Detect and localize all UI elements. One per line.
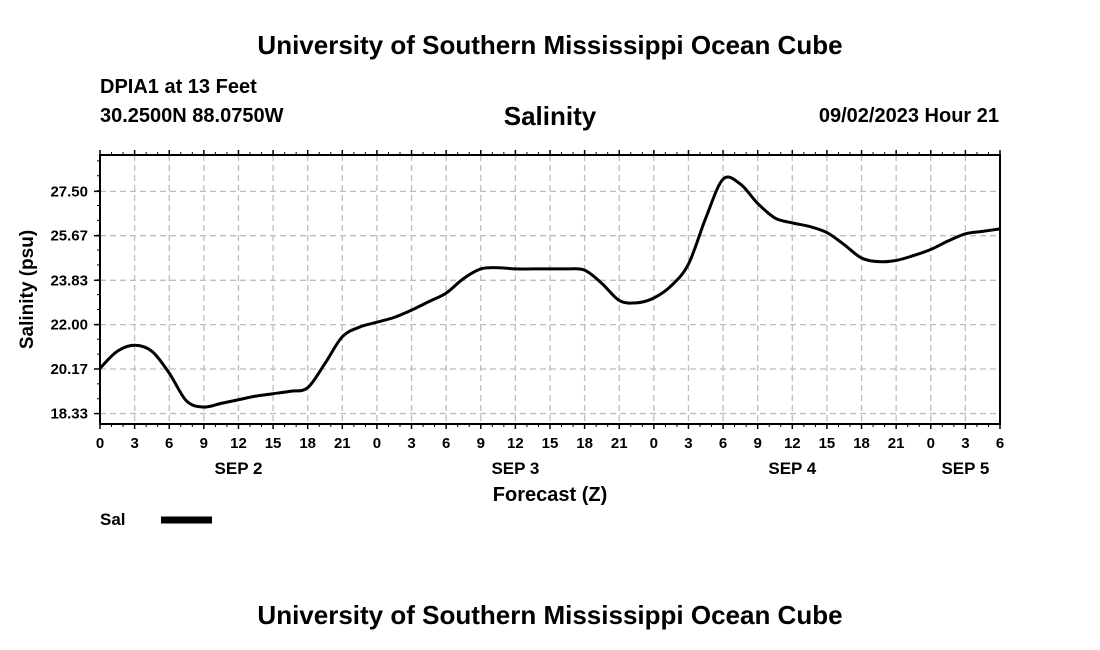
series-layer (98, 175, 1001, 409)
x-tick-label: 0 (650, 435, 658, 452)
x-tick-label: 21 (334, 435, 351, 452)
x-tick-label: 21 (888, 435, 905, 452)
x-tick-label: 9 (754, 435, 762, 452)
x-tick-label: 3 (407, 435, 415, 452)
x-tick-label: 9 (477, 435, 485, 452)
y-tick-label: 25.67 (50, 228, 88, 245)
legend-label-sal: Sal (100, 510, 126, 529)
grid-lines (100, 155, 1000, 424)
forecast-datetime: 09/02/2023 Hour 21 (818, 105, 999, 127)
day-label: SEP 3 (491, 459, 539, 478)
x-tick-label: 0 (96, 435, 104, 452)
tick-labels: 0 3 6 9 12 15 18 21 0 3 6 9 12 15 18 21 0 3 6 9 12 15 18 21 0 3 6 1… (50, 183, 1004, 478)
y-tick-label: 20.17 (50, 361, 88, 378)
station-label: DPIA1 at 13 Feet (100, 76, 257, 98)
x-tick-label: 18 (853, 435, 870, 452)
y-tick-label: 23.83 (50, 272, 88, 289)
x-axis-label: Forecast (Z) (493, 484, 607, 506)
x-tick-label: 3 (684, 435, 692, 452)
x-tick-label: 6 (442, 435, 450, 452)
x-tick-label: 12 (784, 435, 801, 452)
x-tick-label: 12 (230, 435, 247, 452)
x-tick-label: 15 (819, 435, 836, 452)
x-tick-label: 3 (961, 435, 969, 452)
y-tick-label: 22.00 (50, 317, 88, 334)
chart-title: Salinity (503, 101, 597, 131)
x-tick-label: 9 (200, 435, 208, 452)
y-tick-label: 18.33 (50, 406, 88, 423)
main-title: University of Southern Mississippi Ocean… (257, 30, 843, 60)
x-tick-label: 15 (265, 435, 282, 452)
x-tick-label: 21 (611, 435, 628, 452)
x-tick-label: 15 (542, 435, 559, 452)
day-label: SEP 2 (215, 459, 263, 478)
x-tick-label: 12 (507, 435, 524, 452)
x-tick-label: 6 (165, 435, 173, 452)
x-tick-label: 18 (576, 435, 593, 452)
day-label: SEP 5 (941, 459, 989, 478)
y-axis-label: Salinity (psu) (17, 230, 38, 349)
x-tick-label: 6 (719, 435, 727, 452)
series-line-sal (98, 175, 1001, 409)
footer-title: University of Southern Mississippi Ocean… (257, 600, 843, 630)
y-tick-label: 27.50 (50, 183, 88, 200)
x-tick-label: 3 (130, 435, 138, 452)
x-tick-label: 0 (373, 435, 381, 452)
x-tick-label: 18 (299, 435, 316, 452)
x-tick-label: 6 (996, 435, 1004, 452)
day-label: SEP 4 (768, 459, 816, 478)
x-tick-label: 0 (927, 435, 935, 452)
coordinates-label: 30.2500N 88.0750W (100, 105, 284, 127)
plot-frame (99, 154, 1001, 425)
